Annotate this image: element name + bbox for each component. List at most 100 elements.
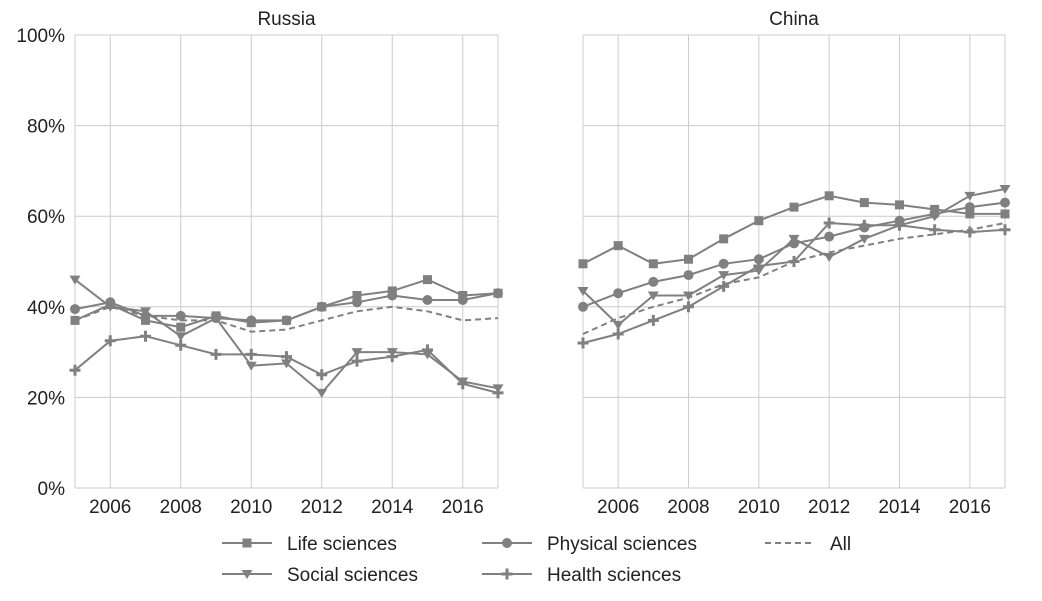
panel-title: China bbox=[769, 9, 819, 30]
data-point bbox=[351, 348, 363, 358]
data-point bbox=[824, 191, 834, 201]
series-physical-sciences bbox=[578, 197, 1010, 312]
x-tick-label: 2006 bbox=[89, 497, 131, 518]
y-tick-label: 20% bbox=[27, 388, 65, 409]
data-point bbox=[858, 219, 870, 231]
panel-russia: Russia 2006 2008 2010 2012 2014 2016 0% 20% 40% 60… bbox=[16, 9, 504, 518]
legend-label: All bbox=[830, 534, 851, 555]
data-point bbox=[140, 307, 151, 317]
data-point bbox=[718, 258, 729, 269]
data-point bbox=[69, 364, 81, 376]
data-point bbox=[788, 256, 800, 267]
x-tick-label: 2008 bbox=[160, 497, 202, 518]
data-point bbox=[613, 241, 623, 251]
data-point bbox=[422, 344, 433, 356]
legend-item-health-sciences: Health sciences bbox=[482, 565, 681, 586]
y-tick-label: 100% bbox=[16, 26, 65, 47]
data-point bbox=[684, 254, 693, 264]
data-point bbox=[423, 275, 432, 285]
y-tick-label: 0% bbox=[38, 479, 66, 500]
data-point bbox=[422, 295, 433, 306]
data-point bbox=[823, 217, 835, 229]
x-tick-label: 2012 bbox=[808, 497, 850, 518]
legend-item-social-sciences: Social sciences bbox=[222, 565, 418, 586]
data-point bbox=[964, 226, 976, 238]
data-point bbox=[493, 288, 503, 299]
data-point bbox=[457, 378, 469, 390]
legend-label: Physical sciences bbox=[547, 534, 697, 555]
legend-item-physical-sciences: Physical sciences bbox=[482, 534, 697, 555]
data-point bbox=[69, 275, 81, 285]
y-tick-label: 40% bbox=[27, 298, 65, 319]
data-point bbox=[647, 314, 659, 326]
data-point bbox=[577, 286, 589, 296]
data-point bbox=[175, 339, 187, 351]
legend-marker bbox=[501, 568, 513, 580]
data-point bbox=[999, 224, 1011, 236]
data-point bbox=[316, 388, 328, 398]
x-tick-label: 2010 bbox=[230, 497, 272, 518]
data-point bbox=[104, 335, 116, 347]
data-point bbox=[578, 259, 588, 269]
series-line bbox=[582, 201, 1006, 308]
data-point bbox=[719, 234, 729, 244]
data-point bbox=[754, 216, 764, 226]
legend-marker bbox=[241, 570, 253, 579]
data-point bbox=[683, 301, 694, 313]
data-point bbox=[648, 259, 658, 269]
data-point bbox=[824, 231, 835, 242]
legend-marker bbox=[242, 538, 252, 548]
data-point bbox=[457, 295, 468, 306]
data-point bbox=[1000, 209, 1010, 219]
data-point bbox=[718, 271, 730, 281]
data-point bbox=[929, 224, 941, 236]
data-point bbox=[281, 351, 292, 363]
data-point bbox=[718, 280, 730, 292]
data-point bbox=[386, 351, 398, 363]
data-point bbox=[577, 337, 589, 349]
data-point bbox=[492, 387, 504, 399]
data-point bbox=[176, 322, 186, 332]
x-tick-label: 2008 bbox=[667, 497, 709, 518]
data-point bbox=[894, 219, 905, 231]
x-tick-label: 2014 bbox=[371, 497, 414, 518]
data-point bbox=[929, 212, 941, 222]
data-point bbox=[175, 332, 187, 342]
data-point bbox=[859, 198, 869, 208]
series-social-sciences bbox=[577, 185, 1011, 330]
data-point bbox=[246, 315, 257, 326]
x-tick-label: 2006 bbox=[597, 497, 639, 518]
data-point bbox=[316, 369, 328, 381]
data-point bbox=[210, 348, 222, 360]
series-health-sciences bbox=[577, 217, 1011, 349]
panel-title: Russia bbox=[257, 9, 316, 30]
panel-china: China 2006 2008 2010 2012 2014 2016 bbox=[577, 9, 1011, 518]
data-point bbox=[823, 252, 835, 262]
data-point bbox=[613, 288, 624, 299]
data-point bbox=[281, 359, 292, 369]
x-tick-label: 2016 bbox=[442, 497, 484, 518]
x-tick-label: 2016 bbox=[949, 497, 991, 518]
data-point bbox=[753, 260, 765, 272]
data-point bbox=[140, 330, 151, 342]
legend-item-all: All bbox=[765, 534, 851, 555]
data-point bbox=[578, 301, 588, 312]
legend-marker bbox=[502, 538, 512, 548]
legend-label: Life sciences bbox=[287, 534, 397, 555]
data-point bbox=[965, 209, 975, 219]
data-point bbox=[788, 234, 800, 244]
data-point bbox=[964, 202, 975, 213]
legend-label: Social sciences bbox=[287, 565, 418, 586]
y-tick-label: 60% bbox=[27, 207, 65, 228]
data-point bbox=[245, 361, 257, 371]
data-point bbox=[683, 270, 694, 281]
data-point bbox=[683, 291, 694, 301]
data-point bbox=[175, 310, 186, 321]
data-point bbox=[316, 301, 327, 312]
data-point bbox=[210, 314, 222, 324]
data-point bbox=[352, 290, 362, 300]
data-point bbox=[999, 185, 1011, 195]
data-point bbox=[964, 191, 976, 201]
data-point bbox=[104, 302, 116, 312]
data-point bbox=[648, 276, 659, 287]
